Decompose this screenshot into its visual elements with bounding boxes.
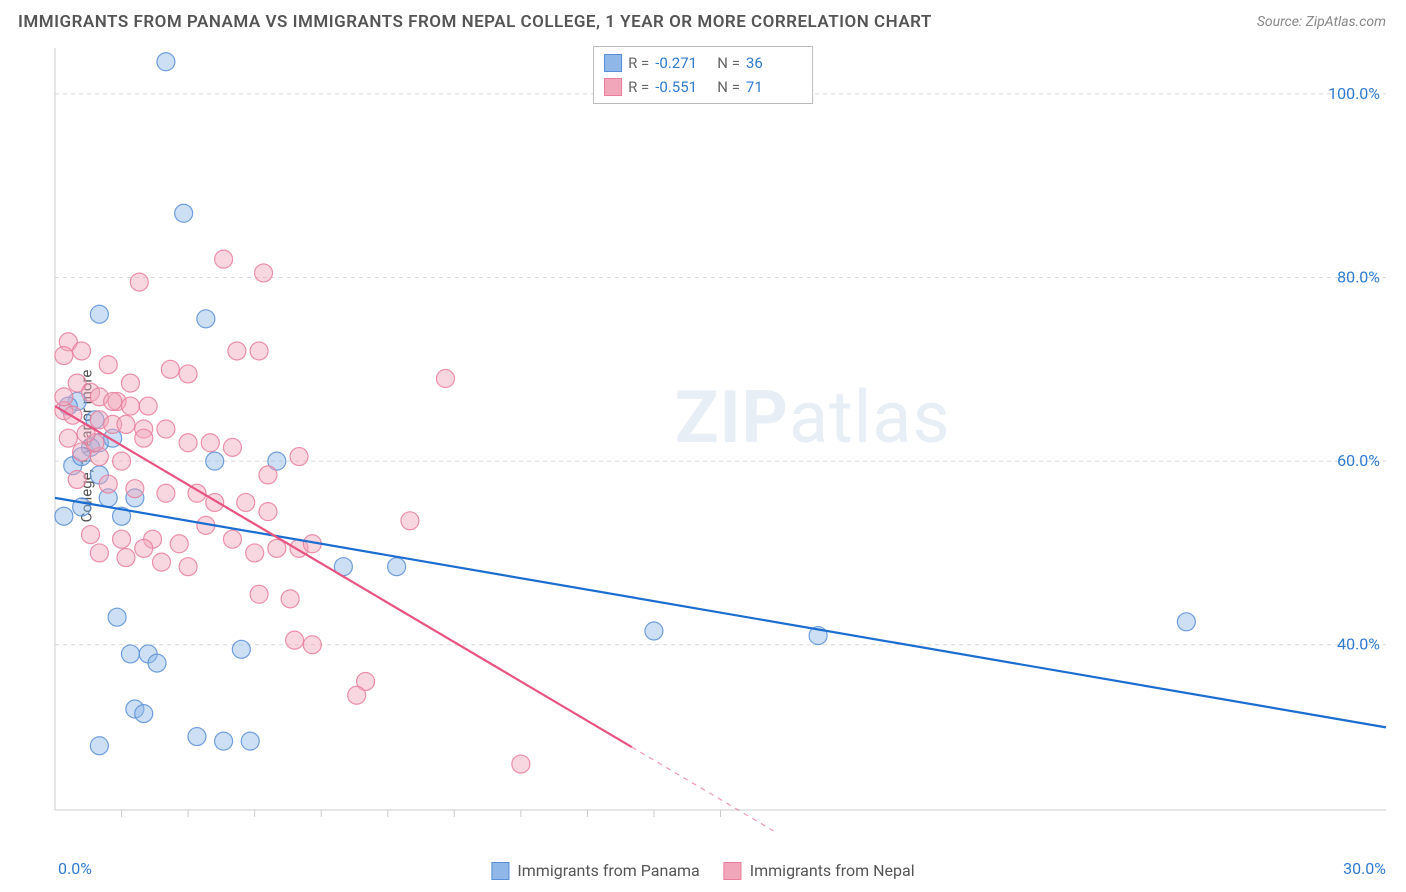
legend-row-panama: R = -0.271 N = 36 [604, 51, 802, 75]
n-value-nepal: 71 [746, 75, 802, 99]
series-legend: Immigrants from Panama Immigrants from N… [491, 861, 914, 880]
legend-label-panama: Immigrants from Panama [517, 861, 699, 880]
swatch-nepal [724, 862, 742, 880]
svg-text:80.0%: 80.0% [1337, 268, 1380, 287]
correlation-scatter-chart: 40.0% 60.0% 80.0% 100.0% [0, 40, 1406, 870]
r-label: R = [628, 75, 649, 99]
r-label: R = [628, 51, 649, 75]
swatch-panama [604, 54, 622, 72]
source-attribution: Source: ZipAtlas.com [1257, 14, 1386, 30]
swatch-nepal [604, 78, 622, 96]
n-label: N = [717, 75, 740, 99]
svg-text:40.0%: 40.0% [1337, 635, 1380, 654]
x-axis-tick-right: 30.0% [1343, 859, 1386, 878]
n-label: N = [717, 51, 740, 75]
svg-text:100.0%: 100.0% [1328, 84, 1380, 103]
svg-text:60.0%: 60.0% [1337, 451, 1380, 470]
legend-item-nepal: Immigrants from Nepal [724, 861, 915, 880]
legend-row-nepal: R = -0.551 N = 71 [604, 75, 802, 99]
n-value-panama: 36 [746, 51, 802, 75]
r-value-panama: -0.271 [655, 51, 711, 75]
legend-item-panama: Immigrants from Panama [491, 861, 699, 880]
x-axis-tick-left: 0.0% [58, 859, 92, 878]
legend-label-nepal: Immigrants from Nepal [750, 861, 915, 880]
r-value-nepal: -0.551 [655, 75, 711, 99]
chart-title: IMMIGRANTS FROM PANAMA VS IMMIGRANTS FRO… [18, 12, 932, 32]
correlation-legend: R = -0.271 N = 36 R = -0.551 N = 71 [593, 46, 813, 104]
swatch-panama [491, 862, 509, 880]
